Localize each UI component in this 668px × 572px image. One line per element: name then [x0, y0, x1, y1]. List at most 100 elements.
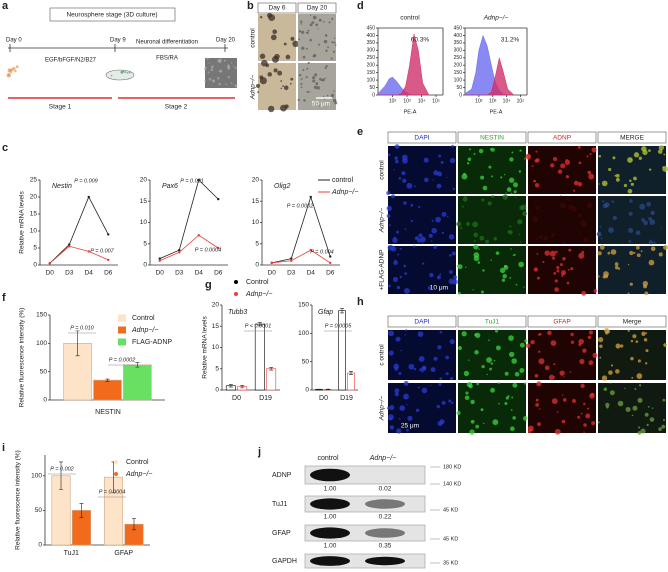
cell — [446, 176, 448, 179]
label: 10 μm — [430, 285, 448, 292]
label: Day 0 — [6, 38, 22, 44]
cell — [315, 23, 319, 27]
label: 50 μm — [312, 101, 330, 108]
cell — [528, 211, 531, 214]
cell — [534, 182, 540, 188]
cell — [645, 362, 648, 365]
label: c ontrol — [379, 344, 386, 366]
cell — [430, 367, 436, 373]
label: Day 20 — [307, 5, 328, 12]
cell — [632, 334, 637, 339]
cell — [331, 17, 334, 21]
x-tick-label: D6 — [104, 270, 113, 277]
cell — [461, 205, 464, 208]
cell — [468, 384, 473, 389]
cell — [657, 149, 663, 154]
cell — [536, 252, 539, 255]
x-tick-label: D4 — [307, 270, 316, 277]
cell — [489, 148, 492, 151]
cell — [421, 370, 424, 373]
cell — [507, 230, 510, 233]
cell — [480, 175, 485, 180]
cell — [662, 165, 668, 172]
x-tick-label: 10⁵ — [517, 98, 525, 104]
cell — [515, 283, 518, 286]
label: 25 μm — [401, 423, 419, 430]
cell — [641, 331, 646, 337]
panel-letter: h — [357, 296, 364, 308]
cell — [592, 352, 598, 358]
y-tick-label: 150 — [367, 70, 376, 76]
cell — [523, 286, 525, 288]
cell — [498, 402, 500, 405]
cell — [451, 251, 456, 256]
cell — [648, 240, 653, 245]
cell — [427, 286, 432, 290]
cell — [422, 262, 425, 265]
cell — [449, 339, 455, 345]
legend-label: Adnp−/− — [245, 291, 272, 298]
cell — [478, 148, 484, 154]
label: FBS/RA — [156, 56, 178, 62]
point — [270, 261, 273, 265]
label: 0.02 — [379, 486, 392, 493]
x-tick-label: GFAP — [114, 550, 133, 557]
cell — [531, 165, 534, 167]
cell — [422, 242, 424, 245]
error-bar — [79, 503, 84, 518]
cell — [6, 73, 11, 78]
cell — [128, 71, 131, 74]
cell — [609, 382, 611, 384]
panel-image — [528, 246, 596, 294]
cell — [397, 253, 400, 256]
point — [290, 257, 293, 260]
cell — [624, 387, 626, 390]
y-tick-label: 200 — [367, 63, 376, 69]
cell — [475, 424, 479, 429]
cell — [280, 104, 287, 112]
cell — [509, 157, 514, 162]
cell — [511, 396, 514, 399]
annotation: P = 0.0002 — [109, 357, 136, 363]
cell — [650, 210, 655, 216]
cell — [550, 163, 555, 168]
x-tick-label: 10⁵ — [432, 98, 440, 104]
cell — [588, 173, 595, 180]
cell — [449, 157, 456, 164]
cell — [333, 41, 336, 44]
cell — [398, 177, 402, 180]
line — [159, 179, 219, 259]
cell — [456, 221, 462, 227]
cell — [630, 339, 634, 343]
cell — [452, 279, 458, 285]
cell — [506, 187, 512, 192]
cell — [319, 105, 321, 107]
cell — [394, 156, 398, 160]
cell — [555, 250, 558, 254]
cell — [510, 248, 512, 250]
cell — [510, 192, 513, 195]
cell — [598, 183, 600, 185]
error-bar — [340, 308, 345, 314]
cell — [650, 239, 652, 241]
cell — [601, 375, 608, 381]
cell — [413, 367, 417, 371]
cell — [218, 70, 221, 73]
label: DAPI — [414, 319, 429, 326]
cell — [326, 94, 329, 97]
label: ADNP — [553, 135, 571, 142]
cell — [388, 284, 391, 288]
y-tick-label: 20 — [212, 302, 220, 309]
y-tick-label: 0 — [33, 262, 37, 269]
cell — [452, 187, 455, 191]
label: Adnp−/− — [369, 455, 396, 462]
cell — [204, 67, 207, 70]
cell — [325, 65, 328, 68]
legend-label: Control — [132, 315, 155, 322]
cell — [126, 71, 129, 74]
cell — [503, 173, 506, 176]
y-tick-label: 450 — [454, 25, 463, 31]
cell — [406, 428, 409, 432]
cell — [620, 344, 624, 348]
